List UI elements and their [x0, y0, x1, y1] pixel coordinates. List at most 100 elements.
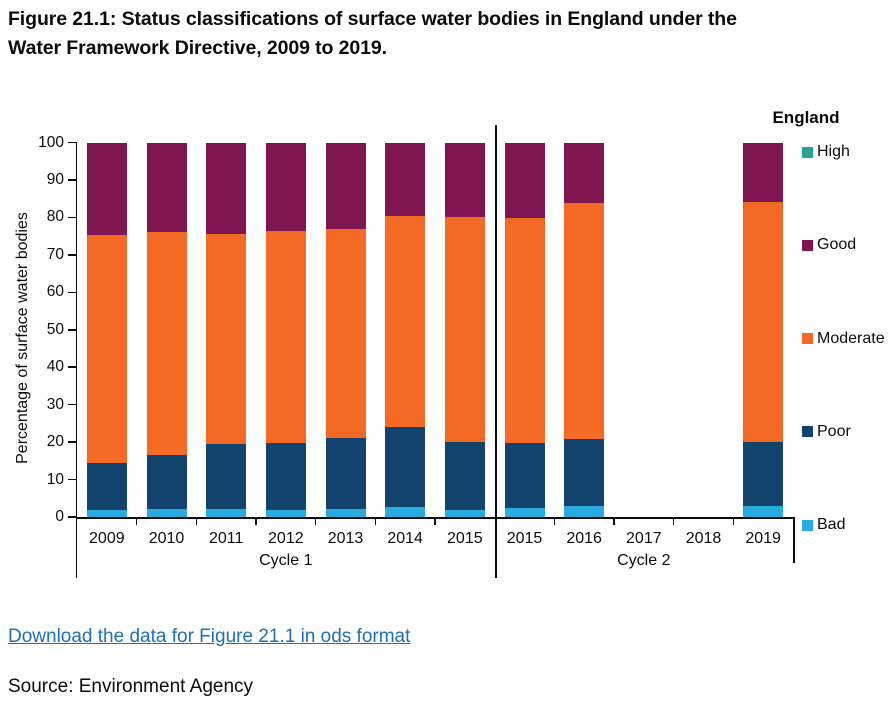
- x-year-label-2011-c1: 2011: [208, 530, 244, 547]
- y-tick-80: [68, 216, 76, 219]
- y-tick-label-90: 90: [46, 170, 64, 188]
- y-tick-0: [68, 516, 76, 518]
- bar-2012-c1-bad: [265, 510, 306, 517]
- bar-2016-c2-poor: [564, 439, 605, 506]
- y-tick-label-20: 20: [46, 433, 64, 451]
- bar-2014-c1-bad: [385, 506, 426, 517]
- legend-label-bad: Bad: [817, 516, 846, 533]
- bar-2009-c1-good: [86, 142, 127, 236]
- bar-2013-c1-bad: [325, 508, 366, 517]
- legend-swatch-high-icon: [802, 146, 813, 158]
- legend-label-poor: Poor: [817, 422, 851, 440]
- bar-2015-c1-bad: [444, 509, 485, 517]
- x-tick-3: [255, 518, 257, 525]
- legend-label-good: Good: [817, 236, 857, 254]
- y-tick-40: [68, 366, 76, 368]
- bar-2010-c1-moderate: [146, 232, 187, 455]
- bar-2013-c1-poor: [325, 437, 366, 509]
- y-tick-90: [68, 179, 76, 181]
- bar-2012-c1-poor: [265, 442, 306, 511]
- bar-2019-c2-moderate: [743, 202, 784, 443]
- x-year-label-2010-c1: 2010: [148, 530, 185, 547]
- y-tick-label-40: 40: [46, 358, 64, 376]
- bar-2012-c1-good: [265, 142, 306, 231]
- bar-2010-c1-bad: [146, 508, 187, 517]
- bar-2010-c1-poor: [146, 454, 187, 509]
- y-tick-100: [68, 141, 76, 144]
- y-tick-label-60: 60: [46, 283, 64, 301]
- figure-title: Figure 21.1: Status classifications of s…: [8, 5, 870, 62]
- legend-swatch-bad-icon: [802, 519, 813, 531]
- x-year-label-2009-c1: 2009: [89, 530, 125, 547]
- y-tick-30: [68, 403, 76, 406]
- x-tick-4: [314, 518, 317, 525]
- x-year-label-2017-c2: 2017: [626, 530, 662, 547]
- bar-2019-c2-good: [743, 142, 784, 203]
- x-year-label-2015-c1: 2015: [447, 530, 483, 547]
- bar-2012-c1-moderate: [265, 230, 306, 443]
- bar-2009-c1-bad: [86, 509, 127, 517]
- y-axis-line: [75, 142, 77, 578]
- y-tick-label-0: 0: [55, 508, 64, 525]
- bar-2009-c1-poor: [86, 462, 127, 510]
- x-year-label-2016-c2: 2016: [566, 530, 602, 547]
- legend-title: England: [772, 108, 840, 127]
- bar-2013-c1-good: [325, 142, 366, 229]
- source-text: Source: Environment Agency: [8, 676, 254, 697]
- y-tick-label-30: 30: [46, 395, 64, 413]
- legend-swatch-poor-icon: [802, 426, 813, 438]
- y-tick-10: [68, 478, 76, 481]
- legend-label-high: High: [817, 143, 850, 160]
- bar-2015-c2-poor: [504, 442, 545, 509]
- bar-2010-c1-good: [146, 142, 187, 233]
- bar-2016-c2-good: [564, 142, 605, 204]
- bar-2011-c1-good: [206, 142, 247, 235]
- y-tick-70: [68, 254, 76, 256]
- x-axis-line: [75, 516, 795, 519]
- y-tick-label-50: 50: [46, 320, 64, 338]
- bar-2009-c1-moderate: [86, 235, 127, 463]
- x-year-label-2013-c1: 2013: [327, 530, 364, 547]
- legend-swatch-good-icon: [802, 239, 813, 251]
- bar-2015-c2-good: [504, 142, 545, 219]
- bar-2015-c1-good: [444, 142, 485, 217]
- x-tick-8: [553, 518, 556, 525]
- legend-swatch-moderate-icon: [802, 333, 813, 344]
- bar-2016-c2-bad: [564, 505, 605, 517]
- download-data-link[interactable]: Download the data for Figure 21.1 in ods…: [8, 626, 411, 647]
- x-tick-10: [672, 518, 675, 525]
- x-year-label-2014-c1: 2014: [387, 530, 423, 547]
- x-year-label-2018-c2: 2018: [685, 530, 722, 547]
- cycle-divider-line: [494, 125, 497, 578]
- figure-title-line-1: Figure 21.1: Status classifications of s…: [8, 8, 737, 30]
- y-tick-60: [68, 291, 76, 294]
- bar-2015-c1-poor: [444, 442, 485, 510]
- bar-2011-c1-poor: [206, 443, 247, 510]
- y-tick-20: [68, 441, 76, 443]
- bar-2019-c2-poor: [743, 442, 784, 506]
- bar-2013-c1-moderate: [325, 228, 366, 438]
- bar-2015-c2-moderate: [504, 218, 545, 443]
- x-year-label-2015-c2: 2015: [506, 530, 543, 547]
- bar-2011-c1-moderate: [206, 234, 247, 444]
- x-year-label-2019-c2: 2019: [745, 530, 781, 547]
- cycle-1-label: Cycle 1: [259, 552, 313, 569]
- y-tick-label-70: 70: [46, 245, 64, 263]
- x-year-label-2012-c1: 2012: [268, 530, 304, 547]
- figure-title-line-2: Water Framework Directive, 2009 to 2019.: [8, 36, 387, 59]
- legend-label-moderate: Moderate: [817, 329, 885, 347]
- bar-2014-c1-moderate: [385, 215, 426, 428]
- y-tick-label-100: 100: [38, 133, 64, 151]
- y-tick-label-80: 80: [46, 208, 64, 226]
- cycle-2-label: Cycle 2: [617, 552, 671, 569]
- bar-2014-c1-poor: [385, 427, 426, 507]
- bar-2014-c1-good: [385, 142, 426, 216]
- x-tick-5: [374, 518, 377, 525]
- x-tick-2: [195, 518, 198, 525]
- bar-2016-c2-moderate: [564, 203, 605, 440]
- bar-2019-c2-bad: [743, 505, 784, 517]
- x-tick-11: [732, 518, 735, 525]
- y-tick-50: [68, 329, 76, 331]
